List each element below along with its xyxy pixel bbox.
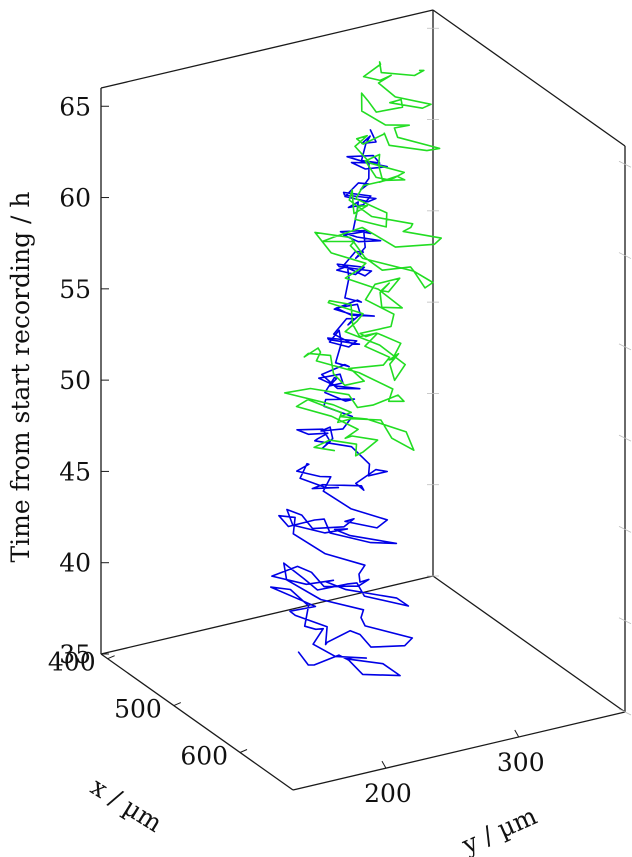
grid-mark-right-40 bbox=[618, 617, 632, 625]
axis-box bbox=[100, 9, 626, 791]
box-edge-bottom-y bbox=[100, 575, 434, 655]
x-tick-mark-500 bbox=[173, 702, 182, 707]
z-tick-label-45: 45 bbox=[59, 457, 91, 486]
x-tick-label-500: 500 bbox=[114, 695, 162, 724]
grid-mark-right-60 bbox=[618, 252, 632, 259]
grid-mark-right-35 bbox=[618, 708, 632, 716]
box-edge-top-right bbox=[432, 9, 626, 147]
z-tick-label-35: 35 bbox=[59, 640, 91, 669]
x-tick-label-400: 400 bbox=[48, 648, 96, 677]
y-tick-mark-200 bbox=[381, 760, 387, 769]
x-tick-label-600: 600 bbox=[180, 741, 228, 770]
trajectory-series-1 bbox=[269, 129, 414, 677]
trajectory-series bbox=[269, 61, 443, 677]
box-edge-bottom-far bbox=[292, 711, 626, 791]
trajectory-series-2 bbox=[283, 61, 443, 457]
x-tick-mark-600 bbox=[239, 749, 248, 753]
x-axis-label: x / µm bbox=[86, 772, 168, 838]
grid-mark-right-65 bbox=[618, 160, 632, 168]
z-tick-label-50: 50 bbox=[59, 366, 91, 395]
z-axis-label: Time from start recording / h bbox=[6, 191, 35, 562]
x-tick-mark-400 bbox=[107, 655, 115, 660]
y-axis-label: y / µm bbox=[457, 801, 542, 857]
box-edge-bottom-back bbox=[432, 575, 626, 713]
axis-grid-marks bbox=[427, 27, 632, 716]
grid-mark-right-45 bbox=[618, 526, 632, 533]
y-tick-mark-300 bbox=[514, 729, 520, 738]
z-tick-label-60: 60 bbox=[59, 184, 91, 213]
box-edge-bottom-x bbox=[100, 653, 294, 791]
grid-mark-right-50 bbox=[618, 434, 632, 442]
y-tick-label-200: 200 bbox=[364, 779, 412, 808]
axis-ticks: 35 40 45 50 55 60 65 400 500 600 200 300 bbox=[48, 92, 545, 808]
grid-mark-right-55 bbox=[618, 343, 632, 351]
y-tick-label-300: 300 bbox=[497, 748, 545, 777]
z-tick-label-40: 40 bbox=[59, 549, 91, 578]
box-edge-top-back bbox=[100, 9, 434, 89]
z-tick-label-55: 55 bbox=[59, 275, 91, 304]
z-tick-label-65: 65 bbox=[59, 92, 91, 121]
